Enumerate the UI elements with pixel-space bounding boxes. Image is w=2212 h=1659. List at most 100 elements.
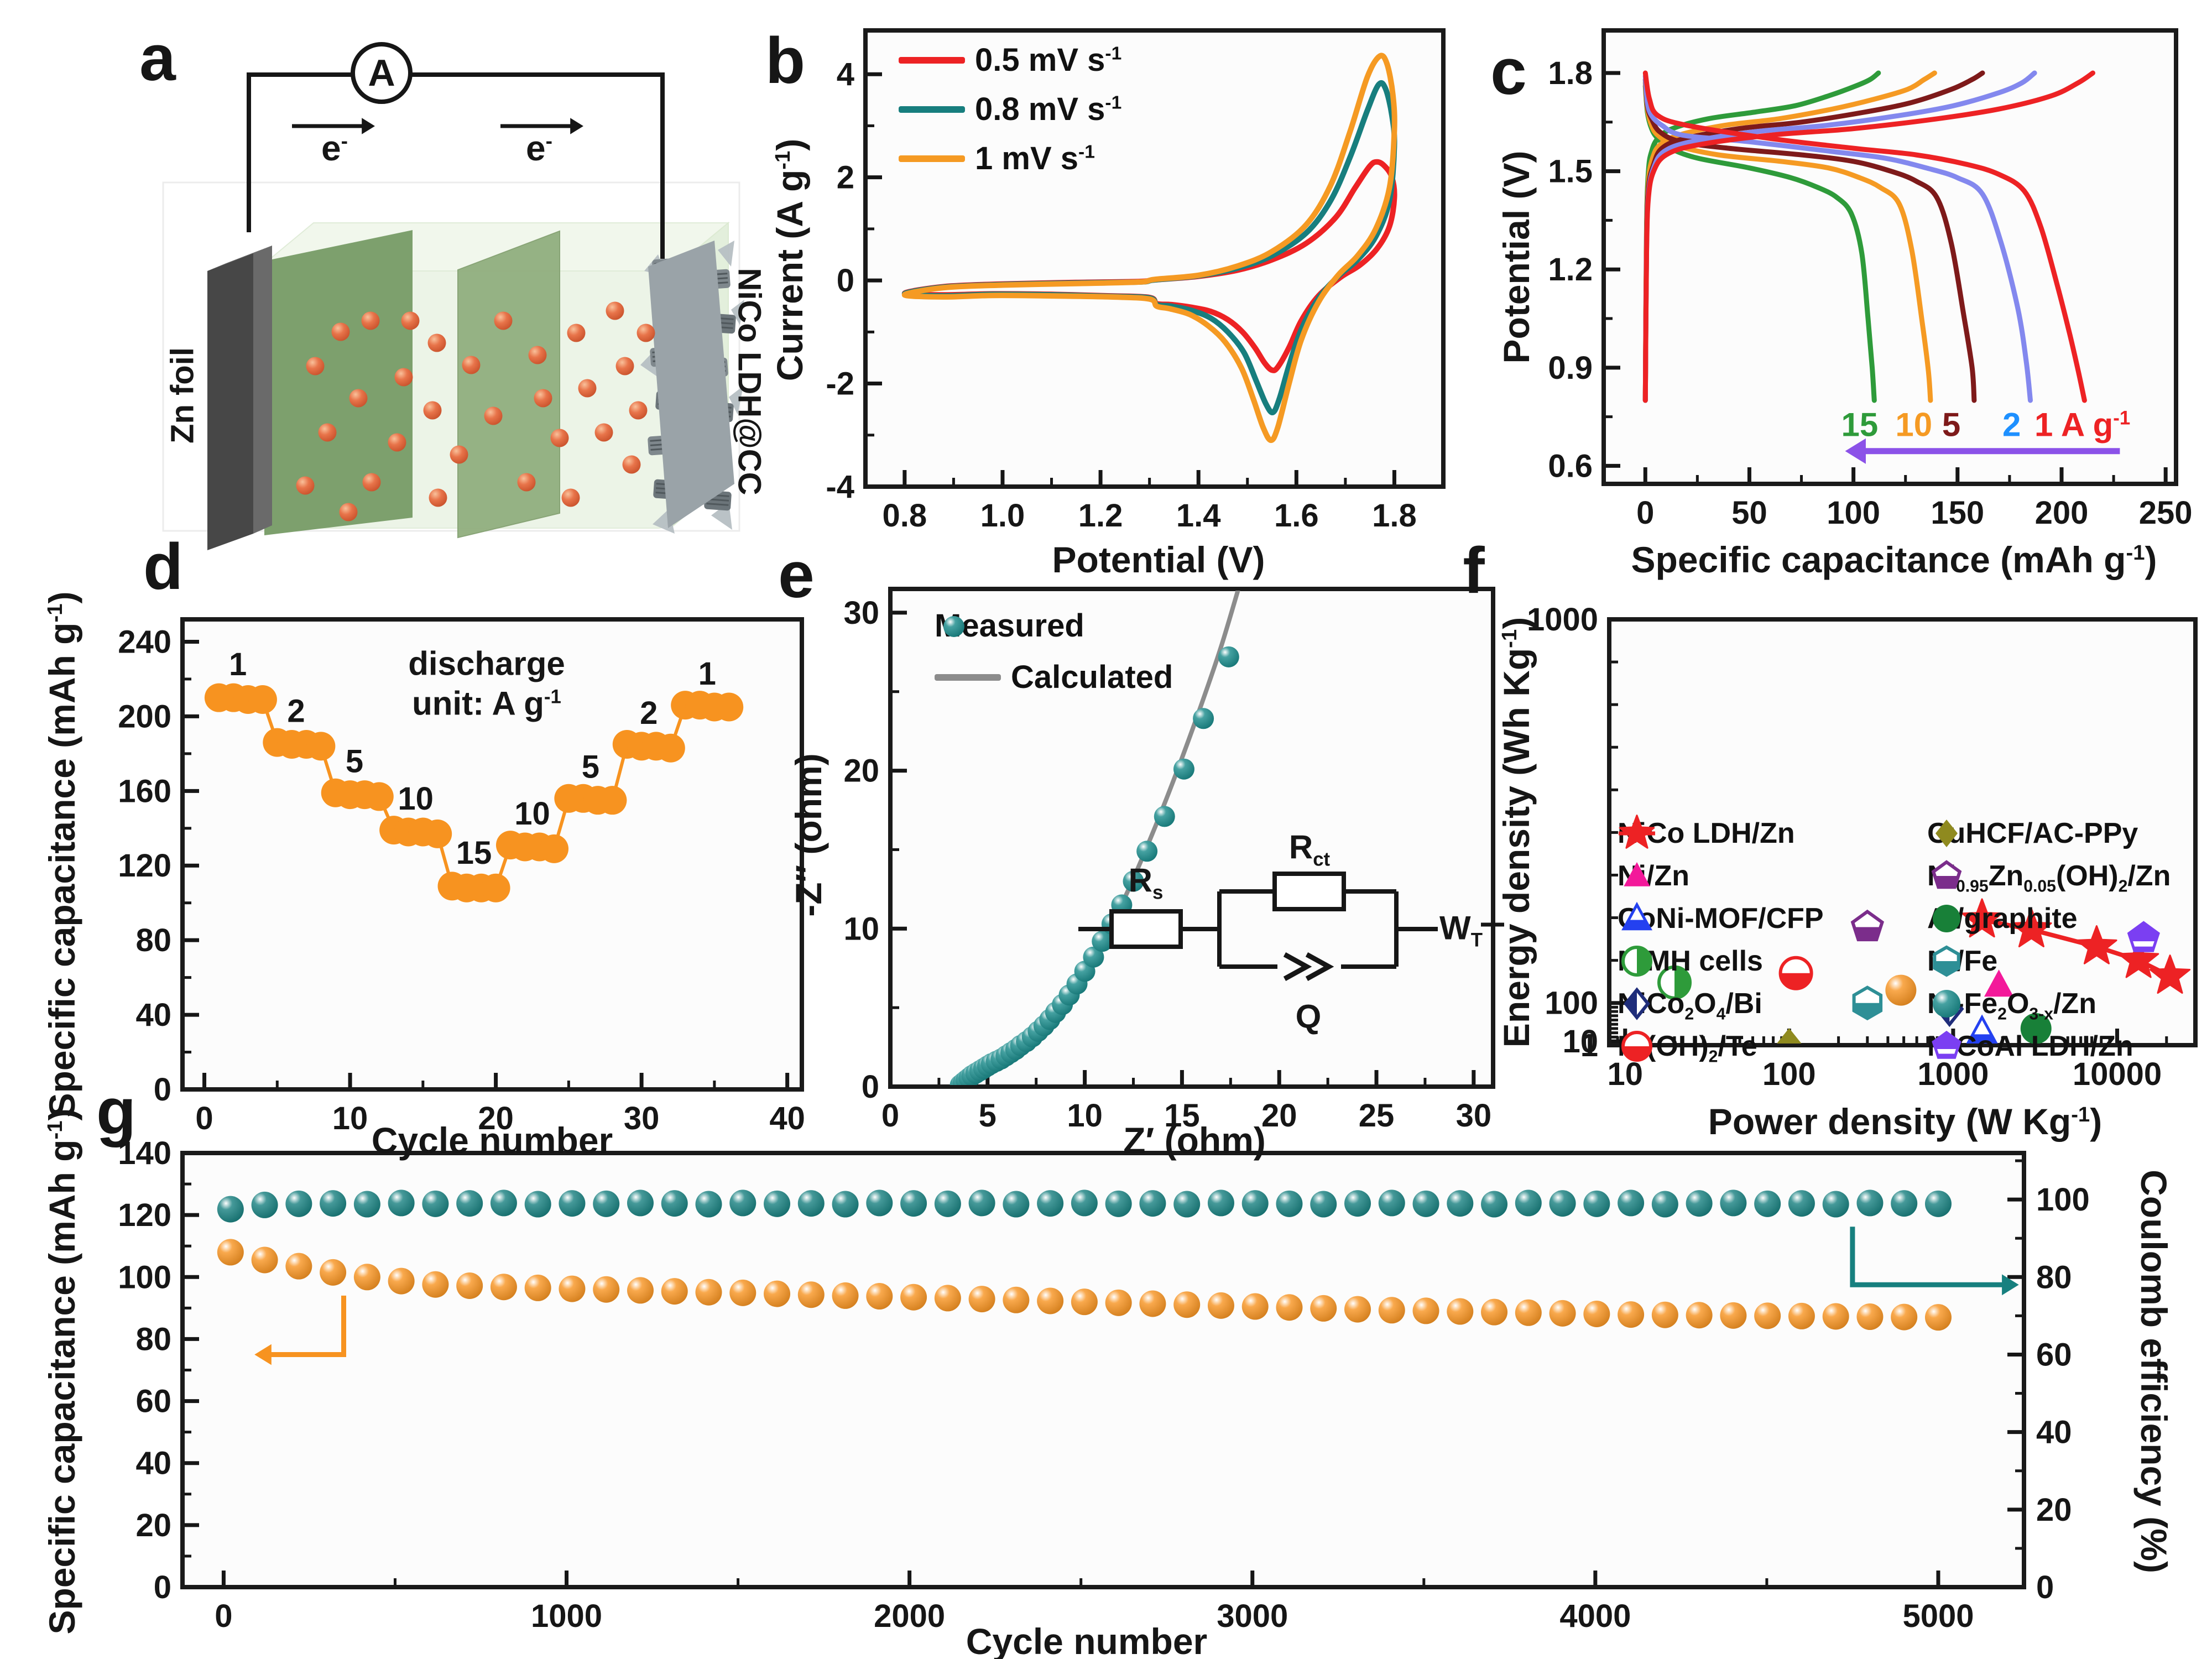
d-y-axis-title: Specific capacitance (mAh g-1) — [41, 591, 82, 1118]
svg-text:1.0: 1.0 — [980, 498, 1025, 534]
legend-item: 1 mV s-1 — [899, 140, 1121, 177]
svg-text:60: 60 — [135, 1384, 171, 1420]
svg-text:30: 30 — [624, 1100, 660, 1136]
svg-text:10: 10 — [332, 1100, 368, 1136]
f-x-axis-title: Power density (W Kg-1) — [1708, 1101, 2103, 1142]
legend-symbol-icon — [1933, 904, 1960, 932]
svg-text:5: 5 — [346, 744, 363, 780]
legend-item-label: 0.8 mV s-1 — [975, 91, 1122, 127]
svg-text:140: 140 — [118, 1135, 171, 1171]
electron-flow-label-left: e- — [321, 128, 348, 168]
svg-text:50: 50 — [1731, 495, 1767, 531]
legend-item: NiCo2O4/Bi — [1618, 982, 1911, 1025]
svg-text:20: 20 — [2036, 1492, 2072, 1528]
rate-point — [481, 873, 510, 902]
d-series — [204, 683, 744, 902]
legend-item: N–Fe2O3-x/Zn — [1927, 982, 2204, 1025]
svg-text:3000: 3000 — [1217, 1598, 1288, 1634]
svg-text:20: 20 — [135, 1507, 171, 1543]
svg-text:2: 2 — [287, 693, 305, 729]
svg-text:10: 10 — [1067, 1098, 1103, 1134]
legend-symbol-icon — [1932, 1030, 1961, 1059]
svg-text:1: 1 — [698, 656, 716, 692]
legend-symbol-icon — [1621, 1030, 1652, 1062]
svg-text:10: 10 — [398, 781, 434, 817]
legend-line-swatch — [899, 56, 965, 64]
svg-text:1000: 1000 — [531, 1598, 602, 1634]
svg-text:1000: 1000 — [1527, 602, 1598, 638]
ragone-point-NiMH-cells — [1657, 965, 1692, 1000]
legend-item: NiCoAl LDH/Zn — [1927, 1025, 2204, 1067]
ragone-point-Ni-Fe — [1852, 985, 1883, 1021]
b-x-axis-title: Potential (V) — [1052, 539, 1265, 580]
svg-text:15: 15 — [456, 835, 492, 871]
panel-c-gcd-chart: 0 50 100 150 200 250 0.6 0.9 1.2 1.5 1.8 — [1548, 28, 2193, 531]
rate-point — [423, 819, 452, 848]
legend-item: Ni0.95Zn0.05(OH)2/Zn — [1927, 854, 2204, 897]
svg-text:30: 30 — [1456, 1098, 1492, 1134]
legend-symbol-icon — [1621, 901, 1653, 930]
panel-letter-b: b — [765, 24, 806, 97]
gcd-charge-1Ag — [1642, 70, 2095, 403]
legend-item: Ni/Fe — [1927, 940, 2204, 982]
legend-item-label: 1 mV s-1 — [975, 140, 1095, 176]
e-axes: 0 5 10 15 20 25 30 0 10 20 30 — [843, 595, 1491, 1134]
legend-symbol-icon — [1621, 945, 1652, 977]
ragone-point-CuHCF-AC-PPy — [1776, 1028, 1802, 1044]
rate-point — [598, 786, 627, 815]
svg-text:120: 120 — [118, 848, 171, 884]
svg-text:0: 0 — [215, 1598, 232, 1634]
svg-text:200: 200 — [2035, 495, 2089, 531]
svg-text:100: 100 — [1827, 495, 1880, 531]
b-axes: 0.8 1.0 1.2 1.4 1.6 1.8 -4 -2 0 2 4 — [826, 56, 1416, 534]
legend-item: Measured — [935, 607, 1173, 644]
svg-text:10: 10 — [843, 911, 879, 947]
svg-text:1: 1 — [229, 646, 247, 682]
legend-symbol-icon — [1931, 859, 1962, 889]
c-series — [1642, 70, 2095, 403]
svg-text:0.6: 0.6 — [1548, 448, 1593, 484]
svg-text:0: 0 — [2036, 1569, 2054, 1605]
svg-text:-2: -2 — [826, 366, 854, 402]
panel-d-rate-chart: 0 10 20 30 40 0 40 80 120 160 200 240 1 2 5 10 15 10 5 2 1 — [118, 617, 805, 1136]
circuit-rct-label: Rct — [1288, 828, 1331, 870]
d-x-axis-title: Cycle number — [371, 1120, 613, 1161]
svg-text:0.9: 0.9 — [1548, 350, 1593, 386]
svg-text:0: 0 — [881, 1098, 899, 1134]
ragone-point-Ni0-95Zn0-05-OH-2-Zn — [1850, 909, 1885, 942]
svg-text:40: 40 — [769, 1100, 805, 1136]
c-rate-label: 2 — [2002, 406, 2021, 444]
svg-text:100: 100 — [118, 1259, 171, 1295]
legend-symbol-icon — [1624, 987, 1650, 1020]
svg-text:80: 80 — [135, 922, 171, 958]
e-y-axis-title: -Z″ (ohm) — [788, 753, 829, 917]
cathode-label: NiCo LDH@CC — [731, 268, 768, 495]
legend-symbol-icon — [1624, 862, 1650, 886]
legend-item: CuHCF/AC-PPy — [1927, 812, 2204, 854]
svg-text:4000: 4000 — [1559, 1598, 1631, 1634]
svg-text:100: 100 — [2036, 1182, 2090, 1218]
ragone-point-CoNi-MOF-CFP — [1966, 1014, 1998, 1044]
svg-text:1.2: 1.2 — [1078, 498, 1123, 534]
g-axes: 0 1000 2000 3000 4000 5000 0 20 40 60 80 100 120 140 0… — [118, 1135, 2090, 1634]
svg-text:4: 4 — [837, 56, 854, 92]
b-series — [901, 53, 1397, 444]
c-y-axis-title: Potential (V) — [1496, 150, 1537, 364]
svg-text:1.8: 1.8 — [1372, 498, 1417, 534]
svg-text:0: 0 — [862, 1069, 879, 1105]
f-y-axis-title: Energy density (Wh Kg-1) — [1496, 617, 1537, 1048]
rate-point — [306, 732, 336, 761]
svg-text:5: 5 — [979, 1098, 997, 1134]
circuit-wt-label: WT — [1439, 909, 1483, 951]
electron-flow-arrows — [292, 118, 583, 134]
svg-text:80: 80 — [2036, 1259, 2072, 1295]
svg-text:60: 60 — [2036, 1337, 2072, 1373]
svg-text:0: 0 — [154, 1072, 171, 1108]
circuit-q-label: Q — [1295, 998, 1322, 1035]
svg-text:5: 5 — [582, 749, 599, 785]
svg-text:10000: 10000 — [2073, 1056, 2162, 1092]
legend-item-label: CuHCF/AC-PPy — [1927, 817, 2138, 849]
